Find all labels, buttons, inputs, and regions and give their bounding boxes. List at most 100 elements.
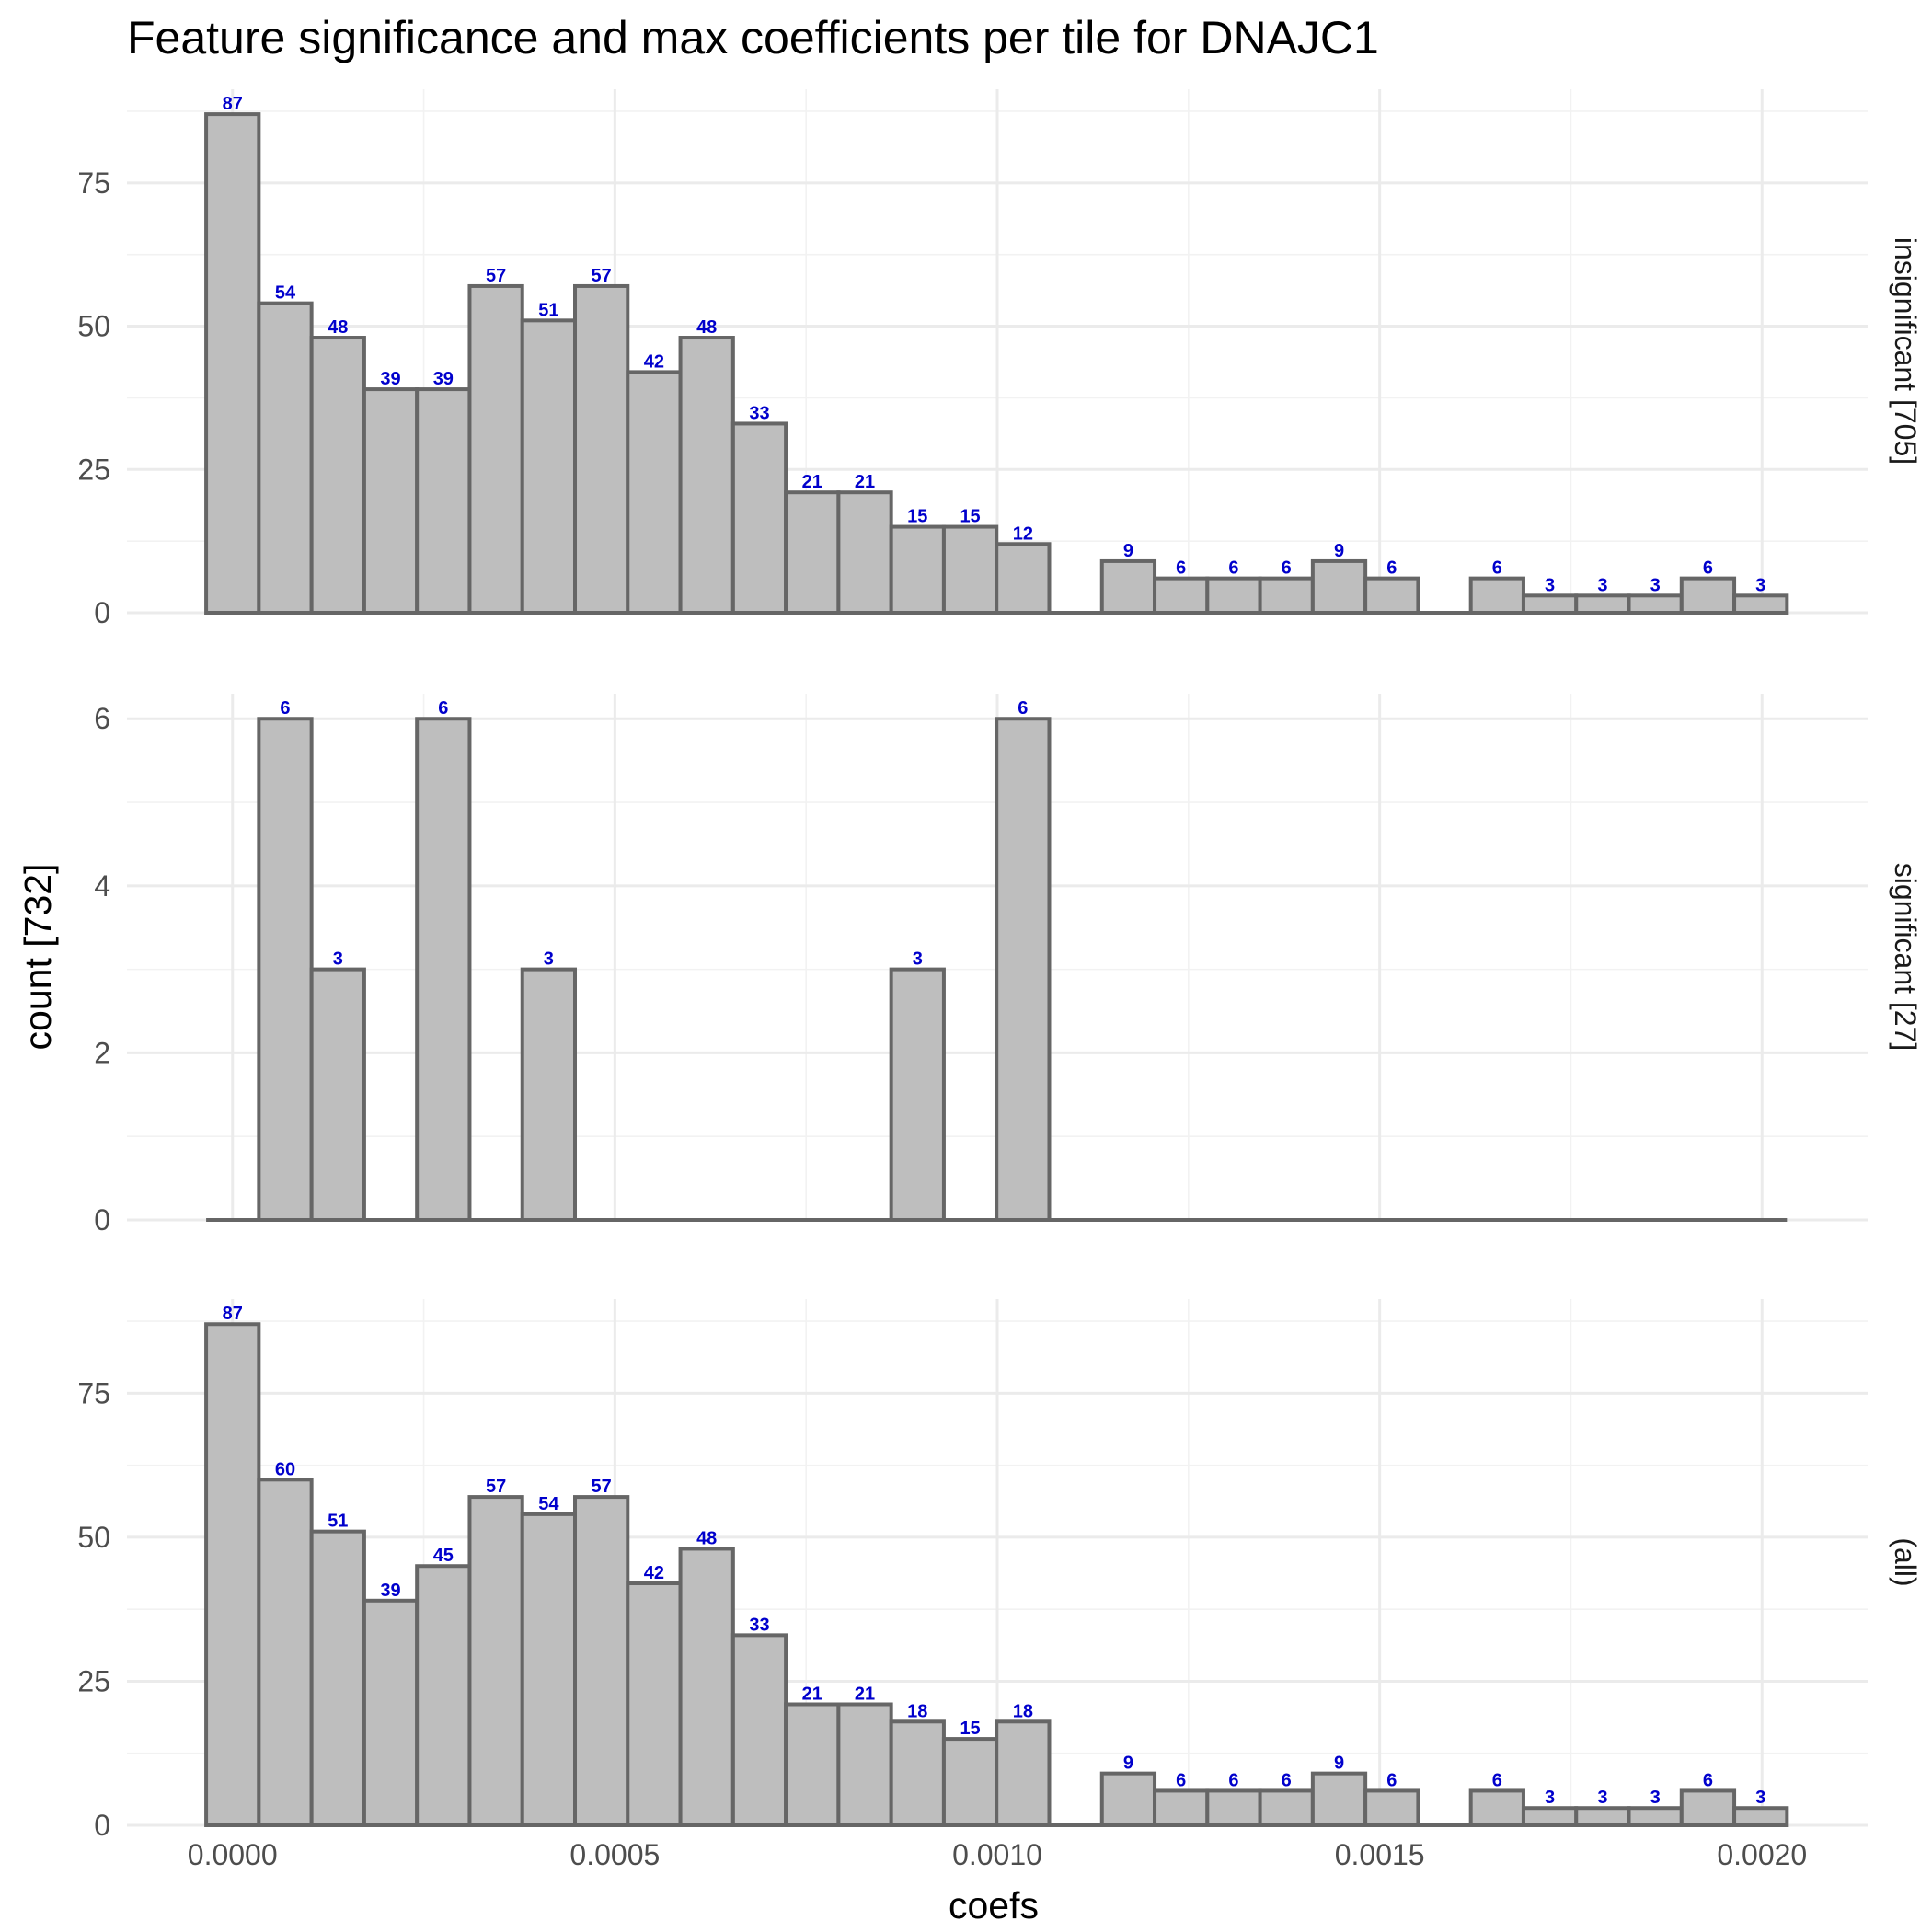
- bar-count-label: 6: [438, 698, 448, 719]
- bar-count-label: 51: [538, 300, 558, 320]
- x-tick-label: 0.0020: [1717, 1838, 1807, 1871]
- bar-count-label: 3: [1545, 575, 1555, 595]
- histogram-bar: [1363, 576, 1420, 615]
- bar-count-label: 3: [1755, 575, 1765, 595]
- bar-count-label: 48: [696, 317, 717, 338]
- histogram-bar: [1468, 576, 1525, 615]
- facet-panel: 0 2 4 6 6 3 6 3 3 6 significant [27]: [94, 694, 1922, 1236]
- bar-count-label: 3: [913, 949, 923, 970]
- histogram-bar: [836, 1702, 893, 1827]
- bar-count-label: 39: [433, 369, 454, 389]
- histogram-bar: [1258, 1788, 1315, 1827]
- histogram-bar: [730, 1633, 788, 1828]
- bar-count-label: 18: [907, 1701, 927, 1721]
- histogram-bar: [1310, 558, 1368, 615]
- x-axis-title: coefs: [949, 1884, 1039, 1926]
- bar-count-label: 3: [544, 949, 554, 970]
- histogram-bar: [362, 387, 420, 615]
- bar-count-label: 6: [1492, 1770, 1502, 1790]
- histogram-bar: [309, 967, 366, 1222]
- bar-count-label: 3: [333, 949, 343, 970]
- y-tick-label: 50: [77, 310, 110, 343]
- bar-count-label: 21: [855, 472, 875, 492]
- histogram-bar: [784, 490, 841, 615]
- histogram-bar: [1153, 1788, 1210, 1827]
- histogram-bar: [573, 283, 630, 615]
- bar-count-label: 6: [1703, 1770, 1713, 1790]
- y-tick-label: 75: [77, 167, 110, 200]
- bar-count-label: 12: [1013, 523, 1033, 544]
- bar-count-label: 87: [223, 94, 243, 114]
- bar-count-label: 57: [486, 266, 506, 286]
- histogram-bar: [1099, 1771, 1157, 1827]
- bar-count-label: 6: [1703, 558, 1713, 579]
- bar-count-label: 54: [538, 1494, 559, 1514]
- histogram-bar: [257, 301, 314, 615]
- bar-count-label: 57: [486, 1477, 506, 1497]
- histogram-bar: [467, 283, 524, 615]
- bar-count-label: 15: [960, 507, 980, 527]
- y-tick-label: 0: [94, 596, 110, 629]
- bar-count-label: 3: [1597, 1788, 1607, 1808]
- histogram-bar: [1627, 593, 1684, 615]
- histogram-bar: [1627, 1806, 1684, 1827]
- histogram-bar: [1679, 1788, 1737, 1827]
- bar-count-label: 48: [696, 1528, 717, 1548]
- histogram-bar: [784, 1702, 841, 1827]
- histogram-bar: [257, 717, 314, 1222]
- histogram-bar: [995, 542, 1052, 615]
- bar-count-label: 9: [1123, 541, 1133, 561]
- histogram-bar: [1732, 1806, 1789, 1827]
- bar-count-label: 6: [1386, 1770, 1397, 1790]
- bar-count-label: 60: [275, 1459, 295, 1479]
- histogram-bar: [678, 1547, 735, 1827]
- x-axis: 0.0000 0.0005 0.0010 0.0015 0.0020: [188, 1838, 1807, 1871]
- y-tick-label: 25: [77, 1664, 110, 1697]
- histogram-bar: [889, 524, 946, 615]
- bar-count-label: 6: [1018, 698, 1028, 719]
- y-tick-label: 0: [94, 1203, 110, 1236]
- x-tick-label: 0.0000: [188, 1838, 278, 1871]
- bar-count-label: 57: [592, 1477, 612, 1497]
- y-tick-label: 25: [77, 453, 110, 486]
- histogram-bar: [1363, 1788, 1420, 1827]
- bar-count-label: 57: [592, 266, 612, 286]
- histogram-bar: [1732, 593, 1789, 615]
- bar-count-label: 33: [749, 403, 769, 423]
- histogram-bar: [1310, 1771, 1368, 1827]
- histogram-bar: [520, 318, 578, 615]
- facet-strip-label: (all): [1889, 1537, 1922, 1586]
- bar-count-label: 33: [749, 1615, 769, 1635]
- bar-count-label: 87: [223, 1304, 243, 1324]
- histogram-bar: [1205, 576, 1262, 615]
- histogram-bar: [309, 1529, 366, 1828]
- histogram-bar: [1468, 1788, 1525, 1827]
- bar-count-label: 21: [855, 1685, 875, 1705]
- bar-count-label: 6: [1228, 1770, 1238, 1790]
- histogram-bar: [204, 1322, 261, 1827]
- bar-count-label: 9: [1123, 1754, 1133, 1774]
- bar-count-label: 42: [644, 1563, 664, 1583]
- bar-count-label: 6: [1228, 558, 1238, 579]
- histogram-bar: [204, 112, 261, 615]
- histogram-bar: [520, 967, 578, 1222]
- histogram-bar: [730, 421, 788, 615]
- histogram-bar: [626, 370, 683, 615]
- bar-count-label: 15: [907, 507, 927, 527]
- histogram-bar: [941, 1737, 999, 1828]
- bar-count-label: 3: [1650, 575, 1661, 595]
- facet-strip-label: significant [27]: [1889, 863, 1922, 1052]
- bar-count-label: 15: [960, 1719, 980, 1739]
- bar-count-label: 6: [1282, 558, 1292, 579]
- bar-count-label: 6: [1386, 558, 1397, 579]
- bar-count-label: 39: [380, 1581, 400, 1601]
- bar-count-label: 39: [380, 369, 400, 389]
- histogram-bar: [995, 1719, 1052, 1828]
- x-tick-label: 0.0005: [569, 1838, 660, 1871]
- bar-count-label: 3: [1545, 1788, 1555, 1808]
- histogram-bar: [1205, 1788, 1262, 1827]
